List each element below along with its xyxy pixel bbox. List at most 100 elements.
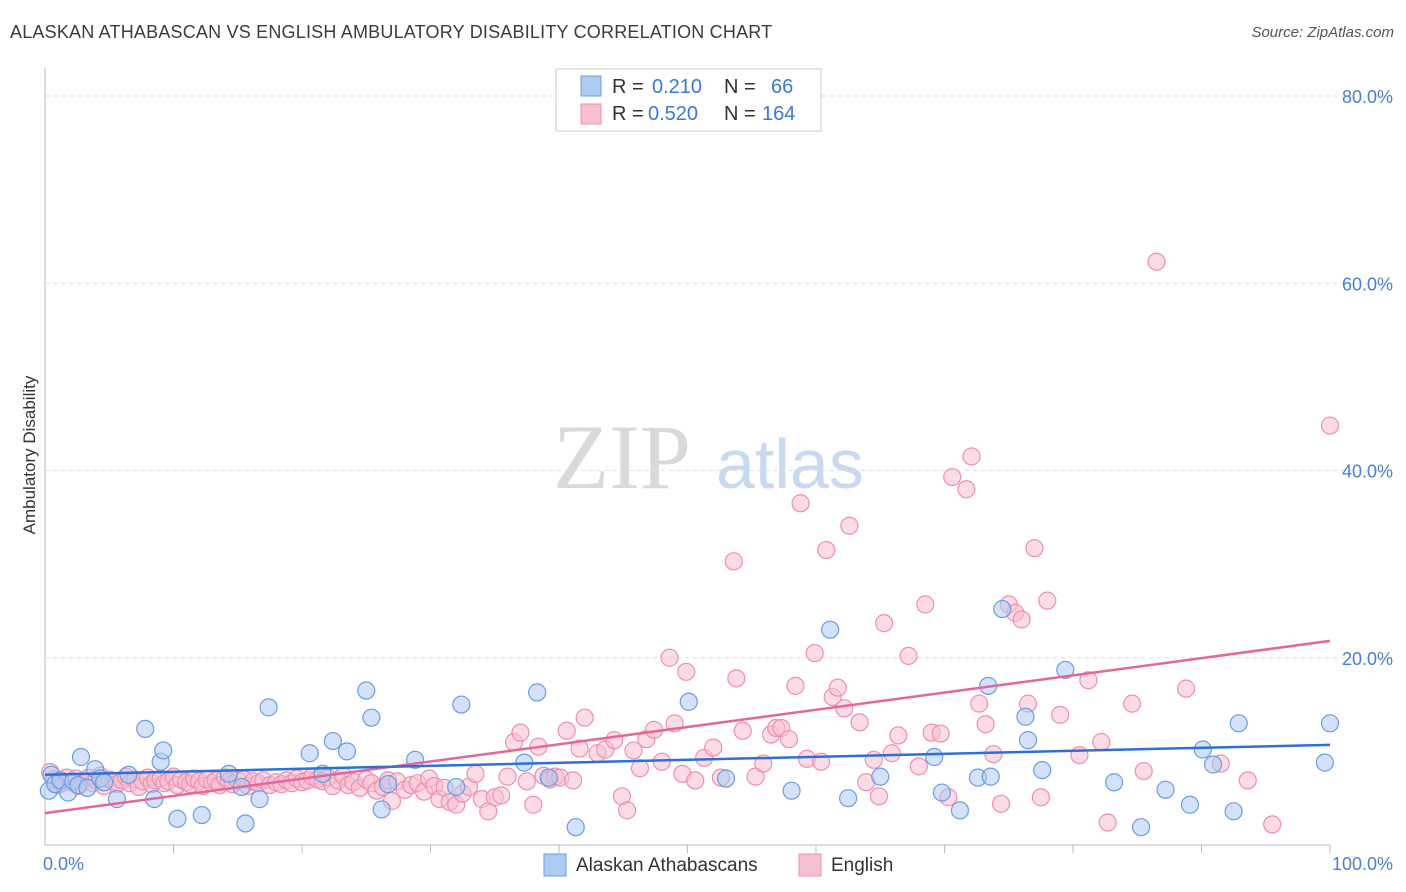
athabascan-point [154,741,173,760]
athabascan-point [993,599,1012,619]
english-point [1012,610,1031,629]
chart-title: ALASKAN ATHABASCAN VS ENGLISH AMBULATORY… [10,22,773,42]
english-point [686,771,705,790]
athabascan-point [119,765,138,784]
athabascan-point [372,800,391,819]
athabascan-point [452,695,471,714]
athabascan-point [378,775,398,794]
english-point [498,767,517,786]
english-point [575,708,594,727]
english-point [727,669,746,688]
x-tick-label: 100.0% [1332,854,1393,874]
english-point [835,699,854,718]
english-point [564,771,583,790]
athabascan-point [323,731,342,751]
english-point [864,750,883,769]
y-tick-label: 60.0% [1342,274,1393,294]
english-point [1320,416,1340,435]
legend-r-value-1: 0.210 [652,76,702,98]
english-point [517,772,536,791]
athabascan-point [782,781,801,800]
athabascan-point [528,683,547,702]
english-point [733,721,752,740]
english-point [1070,746,1089,765]
legend-n-value-1: 66 [771,76,793,98]
legend-n-label-1: N = [724,76,756,98]
y-tick-label: 20.0% [1342,649,1393,669]
english-point [805,643,824,663]
athabascan-point [259,698,278,717]
athabascan-point [337,742,357,761]
english-point [916,595,935,614]
english-point [1263,815,1282,834]
english-point [1038,591,1057,610]
legend-r-value-2: 0.520 [648,103,698,125]
athabascan-point [1224,802,1243,821]
y-axis-label: Ambulatory Disability [20,375,39,534]
bottom-legend-label-athabascans: Alaskan Athabascans [576,855,758,876]
athabascan-point [932,783,952,802]
english-trend-line [44,639,1331,815]
athabascan-point [236,814,255,833]
athabascan-point [357,681,376,700]
athabascan-point [539,768,558,787]
bottom-legend: Alaskan Athabascans English [543,853,893,877]
english-point [1092,732,1111,752]
legend-n-value-2: 164 [762,103,795,125]
athabascan-point [1229,714,1248,733]
english-point [957,480,976,499]
english-point [492,786,511,805]
english-point [991,794,1011,813]
english-point [791,494,810,513]
athabascan-point [136,719,155,739]
english-point [817,540,836,560]
english-point [466,764,485,783]
english-point [779,730,799,749]
athabascan-point [362,708,381,727]
english-point [1123,694,1142,713]
athabascan-point [1105,773,1124,792]
english-point [1025,539,1044,558]
english-point [909,757,928,776]
legend-swatch-pink [580,103,602,125]
english-point [570,739,589,758]
athabascan-point [1203,755,1223,774]
athabascan-point [1180,795,1200,814]
athabascan-point [1016,707,1035,726]
english-point [882,744,901,763]
athabascan-point [679,692,698,711]
legend-swatch-blue [580,75,602,97]
athabascan-point [71,747,91,767]
english-point [724,552,743,571]
athabascan-point [821,620,840,639]
english-point [605,731,624,750]
y-tick-label: 40.0% [1342,462,1393,482]
english-point [943,467,962,487]
english-point [786,676,805,695]
athabascan-point [192,805,211,825]
watermark-atlas: atlas [716,425,864,503]
english-point [511,723,530,742]
english-point [828,678,847,697]
y-tick-label: 80.0% [1342,87,1393,107]
english-point [618,801,637,820]
athabascan-point [78,778,97,797]
athabascan-point [250,790,269,809]
athabascan-point [168,809,187,828]
english-point [1051,705,1070,724]
athabascan-point [447,777,466,797]
bottom-legend-label-english: English [831,855,893,876]
athabascan-point [871,767,890,786]
english-point [962,447,981,466]
athabascan-point [566,818,585,837]
english-point [1176,679,1196,698]
english-point [1238,771,1257,790]
watermark-zip: ZIP [553,406,691,508]
english-point [624,741,643,760]
english-point [524,795,543,814]
bottom-legend-swatch-blue [543,853,567,877]
athabascan-point [981,767,1000,786]
english-point [889,726,908,745]
english-point [557,721,576,740]
